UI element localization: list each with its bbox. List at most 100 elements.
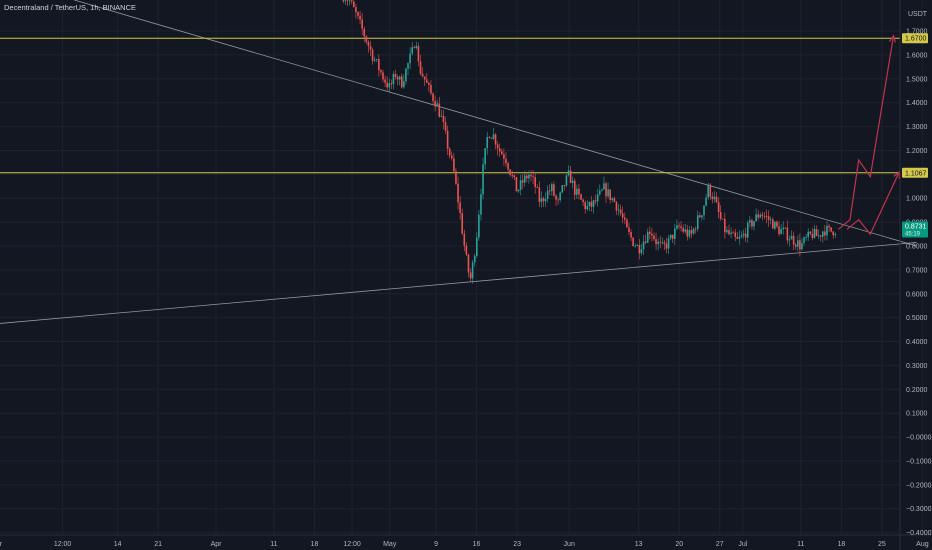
candle-body	[496, 144, 499, 149]
candle-body	[771, 219, 774, 229]
candle-body	[774, 221, 776, 229]
candle-body	[555, 195, 557, 200]
candle-body	[782, 227, 785, 230]
time-axis[interactable]: Mar 12:00 14 21 Apr 11 18 12:00 May 9 16 23 Jun 13 20 2…	[0, 541, 929, 548]
chart-title: Decentraland / TetherUS, 1h, BINANCE	[4, 3, 136, 12]
candle-body	[811, 233, 814, 238]
candle-body	[538, 187, 541, 202]
candle-body	[513, 175, 516, 178]
candle-body	[411, 47, 413, 54]
candle-body	[651, 233, 653, 236]
candle-body	[378, 59, 380, 71]
candle-body	[434, 101, 436, 107]
candle-body	[390, 83, 393, 85]
candle-body	[663, 242, 666, 244]
candle-body	[684, 229, 687, 232]
candle-body	[365, 36, 368, 43]
candle-body	[400, 76, 403, 88]
trendline	[0, 242, 917, 324]
price-tick-label: 1.2000	[906, 148, 928, 155]
candle-body	[805, 237, 807, 238]
candle-body	[819, 235, 822, 237]
candle-body	[448, 148, 451, 156]
candle-body	[382, 72, 384, 80]
price-tick-label: 0.4000	[906, 339, 928, 346]
candle-body	[571, 180, 574, 183]
candle-body	[711, 196, 714, 200]
candle-body	[417, 46, 420, 62]
candle-body	[726, 230, 728, 233]
candle-body	[665, 243, 668, 249]
candle-body	[563, 185, 566, 186]
candle-body	[632, 237, 634, 247]
candle-body	[559, 192, 561, 201]
time-tick-label: 13	[635, 541, 643, 548]
price-tick-label: 1.4000	[906, 100, 928, 107]
time-tick-label: 11	[797, 541, 804, 548]
candle-body	[778, 226, 780, 235]
currency-label: USDT	[908, 11, 928, 18]
candle-body	[503, 154, 505, 159]
candle-body	[788, 239, 791, 241]
current-price-text: 0.8731	[905, 224, 927, 231]
candle-body	[655, 239, 657, 245]
candle-body	[794, 244, 797, 247]
candle-body	[446, 130, 449, 149]
candle-body	[601, 189, 603, 191]
candle-body	[386, 82, 388, 88]
candle-body	[469, 272, 472, 279]
candle-body	[619, 209, 622, 214]
candle-body	[505, 158, 507, 164]
chart-grid	[0, 0, 923, 535]
candle-body	[548, 190, 551, 192]
projection-arrow-main-arrowhead	[888, 34, 896, 43]
time-tick-label: Jul	[738, 541, 747, 548]
candle-body	[501, 151, 503, 155]
candle-body	[459, 202, 461, 214]
candle-body	[792, 235, 795, 245]
candle-body	[719, 212, 722, 219]
candle-body	[596, 194, 599, 202]
candle-body	[803, 237, 805, 244]
candle-body	[565, 175, 568, 186]
candle-body	[511, 174, 514, 176]
time-tick-label: 18	[311, 541, 319, 548]
candle-body	[744, 233, 747, 238]
candle-body	[409, 53, 411, 64]
candle-body	[353, 1, 355, 8]
candles	[342, 0, 837, 284]
level-price-tag-text: 1.1067	[905, 170, 927, 177]
candle-body	[615, 201, 618, 211]
candle-body	[830, 227, 832, 232]
candle-body	[569, 170, 572, 183]
candle-body	[430, 84, 432, 94]
candle-body	[715, 196, 718, 203]
candle-body	[480, 194, 482, 215]
candle-body	[669, 234, 672, 239]
candle-body	[769, 219, 772, 221]
candle-body	[749, 220, 751, 223]
candle-body	[701, 215, 703, 218]
candle-body	[425, 79, 428, 83]
candle-body	[346, 0, 349, 2]
candle-body	[367, 42, 370, 47]
candle-body	[740, 235, 743, 237]
candle-body	[730, 232, 732, 235]
candle-body	[724, 218, 726, 233]
candle-body	[544, 198, 547, 202]
candle-body	[423, 76, 426, 80]
candle-body	[815, 229, 818, 237]
candle-body	[674, 228, 676, 239]
candle-body	[440, 115, 443, 117]
candle-body	[761, 214, 764, 216]
candle-body	[551, 184, 553, 192]
candle-body	[350, 0, 353, 2]
time-tick-label: 14	[114, 541, 122, 548]
candle-body	[605, 183, 607, 197]
candle-body	[649, 231, 651, 234]
candle-body	[609, 189, 612, 201]
candle-body	[707, 184, 709, 198]
candle-body	[486, 137, 489, 149]
